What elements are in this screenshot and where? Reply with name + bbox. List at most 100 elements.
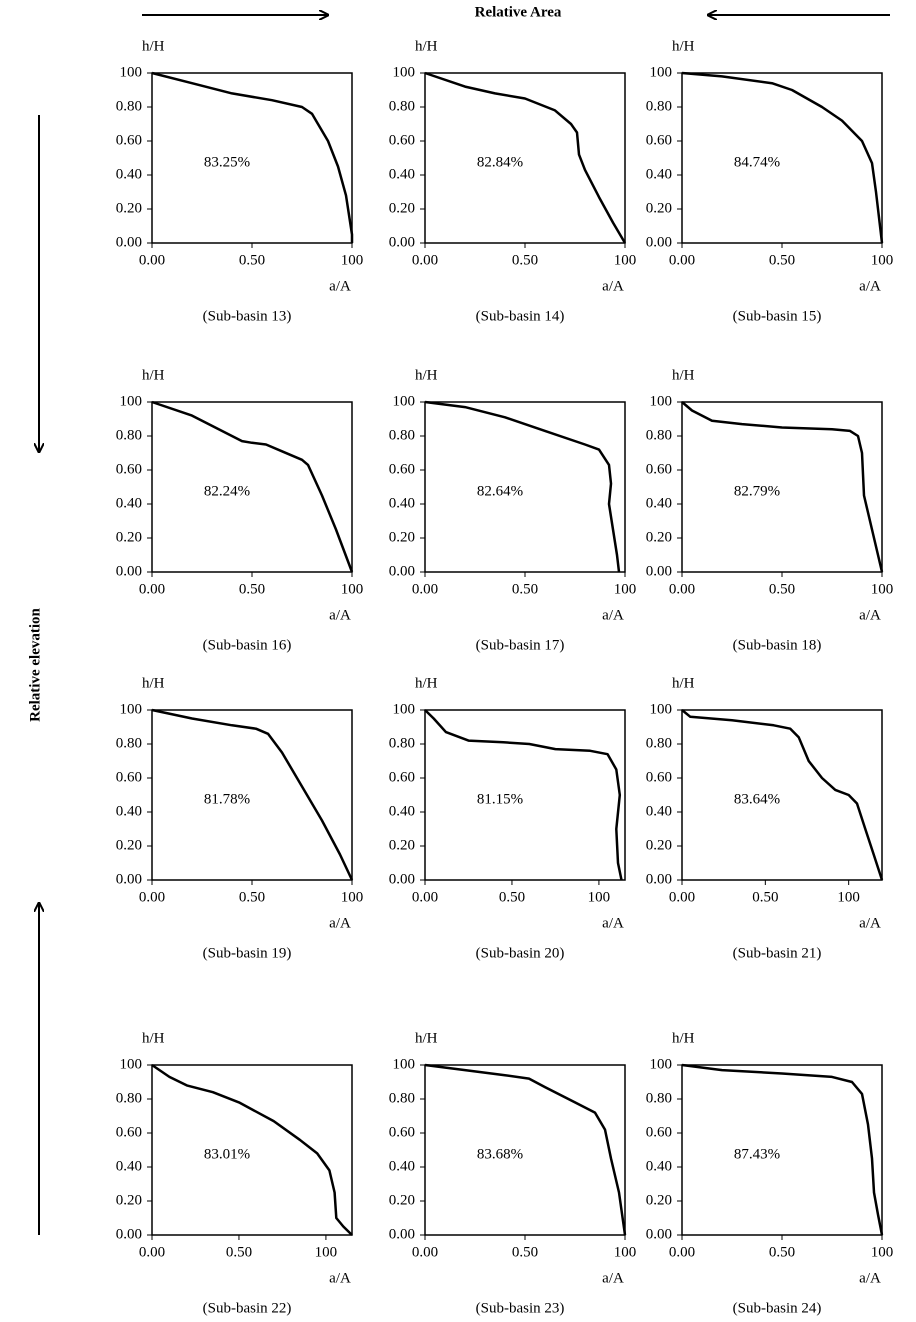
x-tick-label: 0.50 [769, 252, 795, 268]
y-tick-label: 0.80 [646, 427, 672, 443]
y-tick-label: 100 [393, 701, 416, 717]
y-tick-label: 0.20 [116, 200, 142, 216]
caption: (Sub-basin 14) [476, 308, 565, 324]
x-tick-label: 100 [871, 252, 894, 268]
y-tick-label: 0.00 [646, 234, 672, 250]
y-tick-label: 100 [120, 64, 143, 80]
x-tick-label: 0.50 [512, 1244, 538, 1260]
y-tick-label: 0.60 [389, 1124, 415, 1140]
y-tick-label: 0.40 [116, 495, 142, 511]
y-label: h/H [415, 675, 438, 691]
x-label: a/A [859, 915, 881, 931]
x-tick-label: 0.00 [412, 581, 438, 597]
y-tick-label: 0.40 [646, 166, 672, 182]
plot-frame [151, 72, 353, 244]
curve [424, 709, 623, 881]
y-tick-label: 0.80 [389, 735, 415, 751]
curve [424, 1063, 627, 1236]
y-tick-label: 0.80 [116, 735, 142, 751]
y-tick-label: 0.60 [389, 769, 415, 785]
y-tick-label: 0.80 [389, 1090, 415, 1106]
y-tick-label: 100 [650, 64, 673, 80]
caption: (Sub-basin 24) [733, 1300, 822, 1316]
x-tick-label: 100 [614, 1244, 637, 1260]
plot-frame [424, 401, 626, 573]
x-tick-label: 100 [871, 581, 894, 597]
x-tick-label: 0.00 [139, 889, 165, 905]
caption: (Sub-basin 17) [476, 637, 565, 653]
y-tick-label: 0.00 [646, 871, 672, 887]
y-tick-label: 0.20 [116, 529, 142, 545]
y-label: h/H [142, 1030, 165, 1046]
annotation: 82.24% [204, 483, 250, 499]
y-tick-label: 0.20 [646, 529, 672, 545]
y-tick-label: 0.00 [389, 563, 415, 579]
curve [151, 400, 354, 573]
x-tick-label: 0.00 [412, 1244, 438, 1260]
y-tick-label: 0.60 [646, 132, 672, 148]
y-tick-label: 0.80 [389, 427, 415, 443]
x-tick-label: 100 [315, 1244, 338, 1260]
y-label: h/H [672, 675, 695, 691]
x-tick-label: 100 [341, 252, 364, 268]
annotation: 81.78% [204, 791, 250, 807]
y-tick-label: 0.00 [116, 563, 142, 579]
y-tick-label: 0.20 [646, 837, 672, 853]
y-tick-label: 0.20 [646, 1192, 672, 1208]
y-label: h/H [672, 1030, 695, 1046]
y-tick-label: 100 [650, 393, 673, 409]
plot-frame [424, 709, 626, 881]
caption: (Sub-basin 23) [476, 1300, 565, 1316]
x-label: a/A [329, 915, 351, 931]
y-tick-label: 0.80 [646, 1090, 672, 1106]
y-tick-label: 0.20 [646, 200, 672, 216]
x-tick-label: 0.00 [669, 252, 695, 268]
annotation: 82.84% [477, 154, 523, 170]
plot-frame [681, 1064, 883, 1236]
y-tick-label: 0.60 [116, 769, 142, 785]
y-tick-label: 0.00 [116, 871, 142, 887]
y-label: h/H [415, 367, 438, 383]
x-tick-label: 0.00 [669, 1244, 695, 1260]
annotation: 84.74% [734, 154, 780, 170]
curve [681, 401, 884, 573]
x-tick-label: 100 [871, 1244, 894, 1260]
x-tick-label: 0.50 [226, 1244, 252, 1260]
y-tick-label: 100 [120, 701, 143, 717]
caption: (Sub-basin 15) [733, 308, 822, 324]
x-tick-label: 100 [614, 581, 637, 597]
y-tick-label: 0.40 [389, 166, 415, 182]
curve [681, 71, 884, 244]
y-label: h/H [142, 38, 165, 54]
x-tick-label: 0.00 [412, 889, 438, 905]
annotation: 82.79% [734, 483, 780, 499]
x-tick-label: 100 [614, 252, 637, 268]
y-tick-label: 100 [393, 393, 416, 409]
y-tick-label: 0.40 [389, 495, 415, 511]
y-tick-label: 0.60 [116, 1124, 142, 1140]
plot-frame [681, 72, 883, 244]
x-tick-label: 0.50 [239, 252, 265, 268]
x-tick-label: 0.50 [239, 581, 265, 597]
x-label: a/A [859, 607, 881, 623]
y-tick-label: 0.80 [646, 735, 672, 751]
plot-frame [151, 1064, 353, 1236]
x-tick-label: 0.00 [412, 252, 438, 268]
y-tick-label: 0.00 [389, 234, 415, 250]
plot-frame [424, 1064, 626, 1236]
y-tick-label: 0.00 [646, 563, 672, 579]
y-tick-label: 100 [650, 701, 673, 717]
x-label: a/A [329, 278, 351, 294]
x-tick-label: 100 [341, 889, 364, 905]
annotation: 87.43% [734, 1146, 780, 1162]
x-tick-label: 0.50 [769, 581, 795, 597]
x-tick-label: 100 [341, 581, 364, 597]
y-tick-label: 0.60 [116, 461, 142, 477]
caption: (Sub-basin 18) [733, 637, 822, 653]
y-tick-label: 100 [393, 64, 416, 80]
x-label: a/A [602, 278, 624, 294]
y-tick-label: 0.20 [116, 1192, 142, 1208]
y-tick-label: 0.80 [116, 427, 142, 443]
